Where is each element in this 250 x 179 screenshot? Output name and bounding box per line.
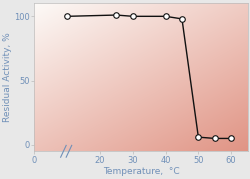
X-axis label: Temperature,  °C: Temperature, °C — [102, 166, 178, 176]
Y-axis label: Residual Activity, %: Residual Activity, % — [4, 33, 13, 122]
